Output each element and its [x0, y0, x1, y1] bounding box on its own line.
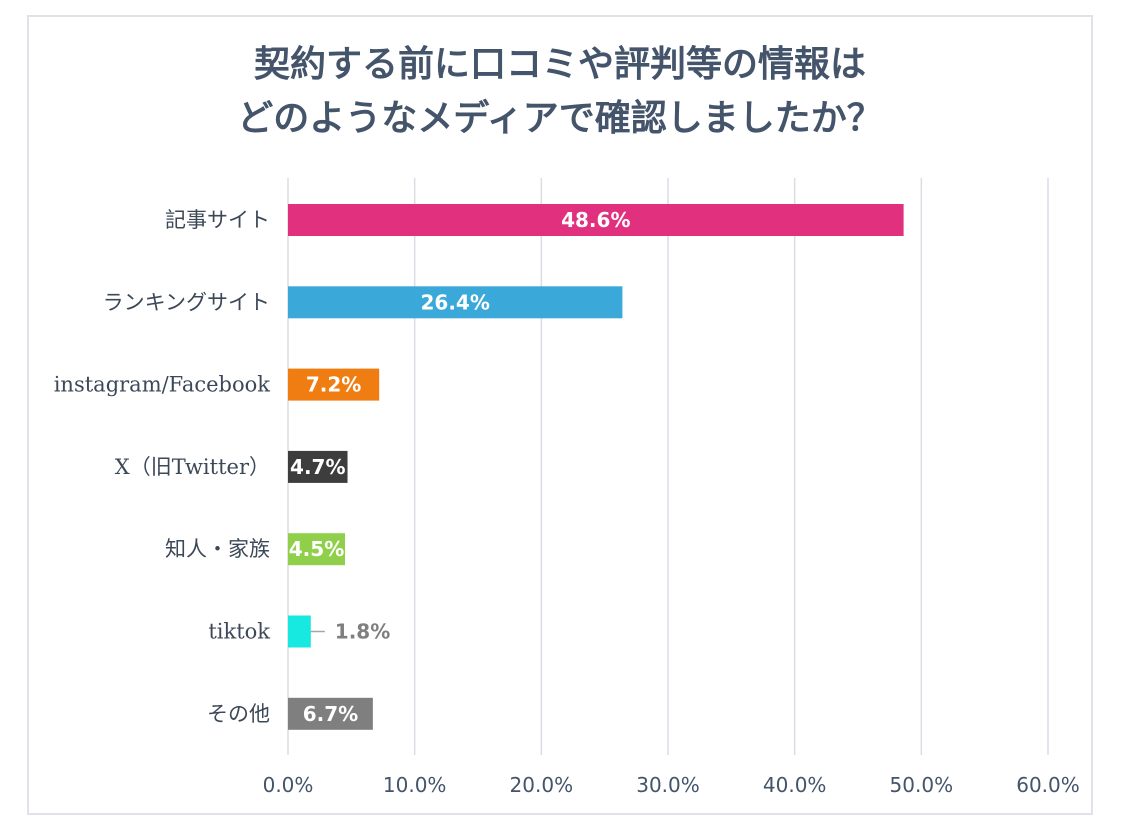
data-label: 7.2%: [306, 373, 361, 397]
data-label: 1.8%: [335, 620, 390, 644]
data-label: 48.6%: [561, 208, 630, 232]
data-label: 6.7%: [303, 702, 358, 726]
bar: [288, 615, 311, 648]
data-label: 4.7%: [290, 455, 345, 479]
bar: [288, 697, 373, 730]
bar: [288, 368, 380, 401]
x-tick-label: 10.0%: [383, 773, 447, 797]
chart-title: 契約する前に口コミや評判等の情報は どのようなメディアで確認しましたか？: [30, 38, 1090, 146]
x-tick-label: 50.0%: [890, 773, 954, 797]
category-label: ランキングサイト: [103, 290, 270, 314]
category-label: その他: [207, 702, 270, 726]
data-label: 4.5%: [289, 537, 344, 561]
x-tick-label: 40.0%: [763, 773, 827, 797]
category-label: X（旧Twitter）: [115, 455, 270, 479]
category-label: 知人・家族: [165, 537, 270, 561]
x-tick-label: 20.0%: [510, 773, 574, 797]
category-label: tiktok: [208, 620, 270, 644]
bar: [288, 450, 348, 483]
x-tick-label: 0.0%: [263, 773, 314, 797]
category-label: instagram/Facebook: [54, 373, 271, 397]
chart-title-line-1: 契約する前に口コミや評判等の情報は: [253, 44, 866, 85]
bar: [288, 533, 345, 566]
x-tick-label: 30.0%: [636, 773, 700, 797]
bar: [288, 286, 623, 319]
x-tick-label: 60.0%: [1016, 773, 1080, 797]
data-label: 26.4%: [421, 290, 490, 314]
category-label: 記事サイト: [165, 208, 270, 232]
chart-title-line-2: どのようなメディアで確認しましたか？: [237, 98, 883, 139]
chart-frame: [27, 15, 1093, 815]
bar: [288, 204, 904, 236]
